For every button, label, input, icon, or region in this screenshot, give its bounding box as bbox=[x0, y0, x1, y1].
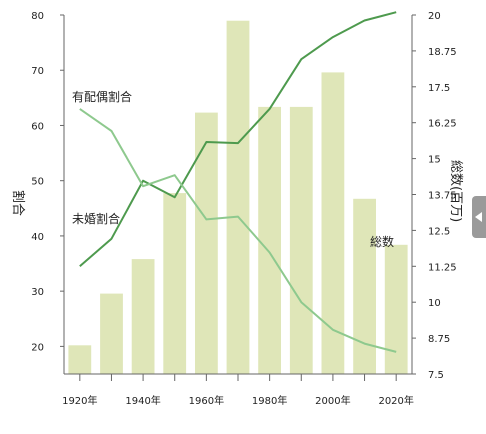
y-left-tick-label: 50 bbox=[31, 177, 44, 188]
y-right-tick-label: 12.5 bbox=[428, 226, 450, 237]
y-left-tick-label: 30 bbox=[31, 287, 44, 298]
y-right-tick-label: 13.75 bbox=[428, 191, 457, 202]
bar-1940年 bbox=[131, 259, 155, 374]
bar-2010年 bbox=[353, 198, 376, 374]
bar-1970年 bbox=[226, 20, 250, 374]
line-series-0 bbox=[79, 11, 397, 268]
bar-1980年 bbox=[258, 106, 281, 375]
x-tick-label: 2000年 bbox=[315, 394, 350, 407]
x-tick-label: 1940年 bbox=[125, 394, 160, 407]
y-right-tick-label: 18.75 bbox=[428, 47, 457, 58]
bar-2020年 bbox=[384, 244, 408, 374]
x-tick-label: 1960年 bbox=[189, 394, 224, 407]
panel-collapse-tab[interactable] bbox=[472, 196, 486, 238]
line-series-1 bbox=[79, 108, 397, 353]
bar-1950年 bbox=[163, 193, 187, 374]
bar-1990年 bbox=[289, 106, 313, 375]
ticks-layer: 20 30 40 50 60 70 80 7.5 8.75 10 11.25 12.5 13.75 15 1… bbox=[31, 11, 456, 407]
x-tick-label: 2020年 bbox=[378, 394, 413, 407]
bar-1960年 bbox=[195, 112, 218, 374]
right-axis-title: 総数(百万) bbox=[448, 160, 463, 222]
chevron-left-icon bbox=[475, 212, 482, 222]
bars-layer bbox=[68, 20, 408, 375]
bar-2000年 bbox=[321, 72, 345, 375]
labels-layer: 割合 総数(百万) 有配偶割合 未婚割合 総数 bbox=[10, 89, 463, 249]
y-left-tick-label: 40 bbox=[31, 232, 44, 243]
y-right-tick-label: 16.25 bbox=[428, 119, 457, 130]
married-ratio-label: 有配偶割合 bbox=[72, 89, 132, 104]
y-right-tick-label: 20 bbox=[428, 11, 441, 22]
y-right-tick-label: 10 bbox=[428, 298, 441, 309]
y-left-tick-label: 20 bbox=[31, 342, 44, 353]
y-right-tick-label: 15 bbox=[428, 155, 441, 166]
y-right-tick-label: 11.25 bbox=[428, 262, 457, 273]
total-count-label: 総数 bbox=[370, 234, 394, 249]
y-right-tick-label: 7.5 bbox=[428, 370, 444, 381]
lines-layer bbox=[79, 11, 397, 353]
y-right-tick-label: 8.75 bbox=[428, 334, 450, 345]
bar-1920年 bbox=[68, 345, 92, 374]
x-tick-label: 1920年 bbox=[62, 394, 97, 407]
y-left-tick-label: 70 bbox=[31, 66, 44, 77]
y-left-tick-label: 80 bbox=[31, 11, 44, 22]
x-tick-label: 1980年 bbox=[252, 394, 287, 407]
bar-1930年 bbox=[100, 293, 123, 374]
y-right-tick-label: 17.5 bbox=[428, 83, 450, 94]
y-left-tick-label: 60 bbox=[31, 121, 44, 132]
unmarried-ratio-label: 未婚割合 bbox=[72, 211, 120, 226]
left-axis-title: 割合 bbox=[10, 190, 26, 216]
